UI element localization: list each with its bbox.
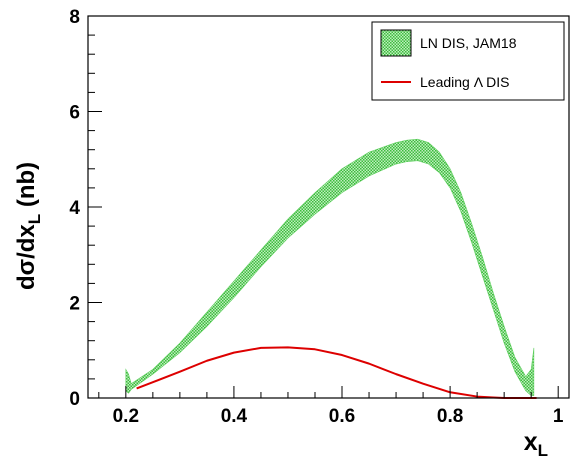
y-tick-label: 4: [69, 198, 80, 219]
y-axis: 0 2 4 6 8: [69, 7, 102, 410]
x-tick-label: 0.4: [221, 406, 248, 427]
y-tick-label: 2: [69, 294, 80, 315]
x-axis: 0.2 0.4 0.6 0.8 1: [98, 386, 564, 427]
legend: LN DIS, JAM18 Leading Λ DIS: [371, 21, 565, 101]
x-tick-label: 0.2: [113, 406, 139, 427]
legend-label-band: LN DIS, JAM18: [420, 35, 517, 51]
x-tick-label: 1: [553, 406, 564, 427]
y-tick-label: 6: [69, 103, 80, 124]
legend-swatch-band: [380, 29, 412, 57]
y-tick-label: 8: [69, 7, 80, 28]
legend-label-line: Leading Λ DIS: [420, 74, 510, 90]
x-tick-label: 0.8: [437, 406, 463, 427]
y-tick-label: 0: [69, 389, 80, 410]
series-band: [125, 138, 535, 396]
x-axis-title: xL: [524, 428, 548, 456]
x-tick-label: 0.6: [329, 406, 355, 427]
y-axis-title: dσ/dxL (nb): [13, 162, 44, 290]
